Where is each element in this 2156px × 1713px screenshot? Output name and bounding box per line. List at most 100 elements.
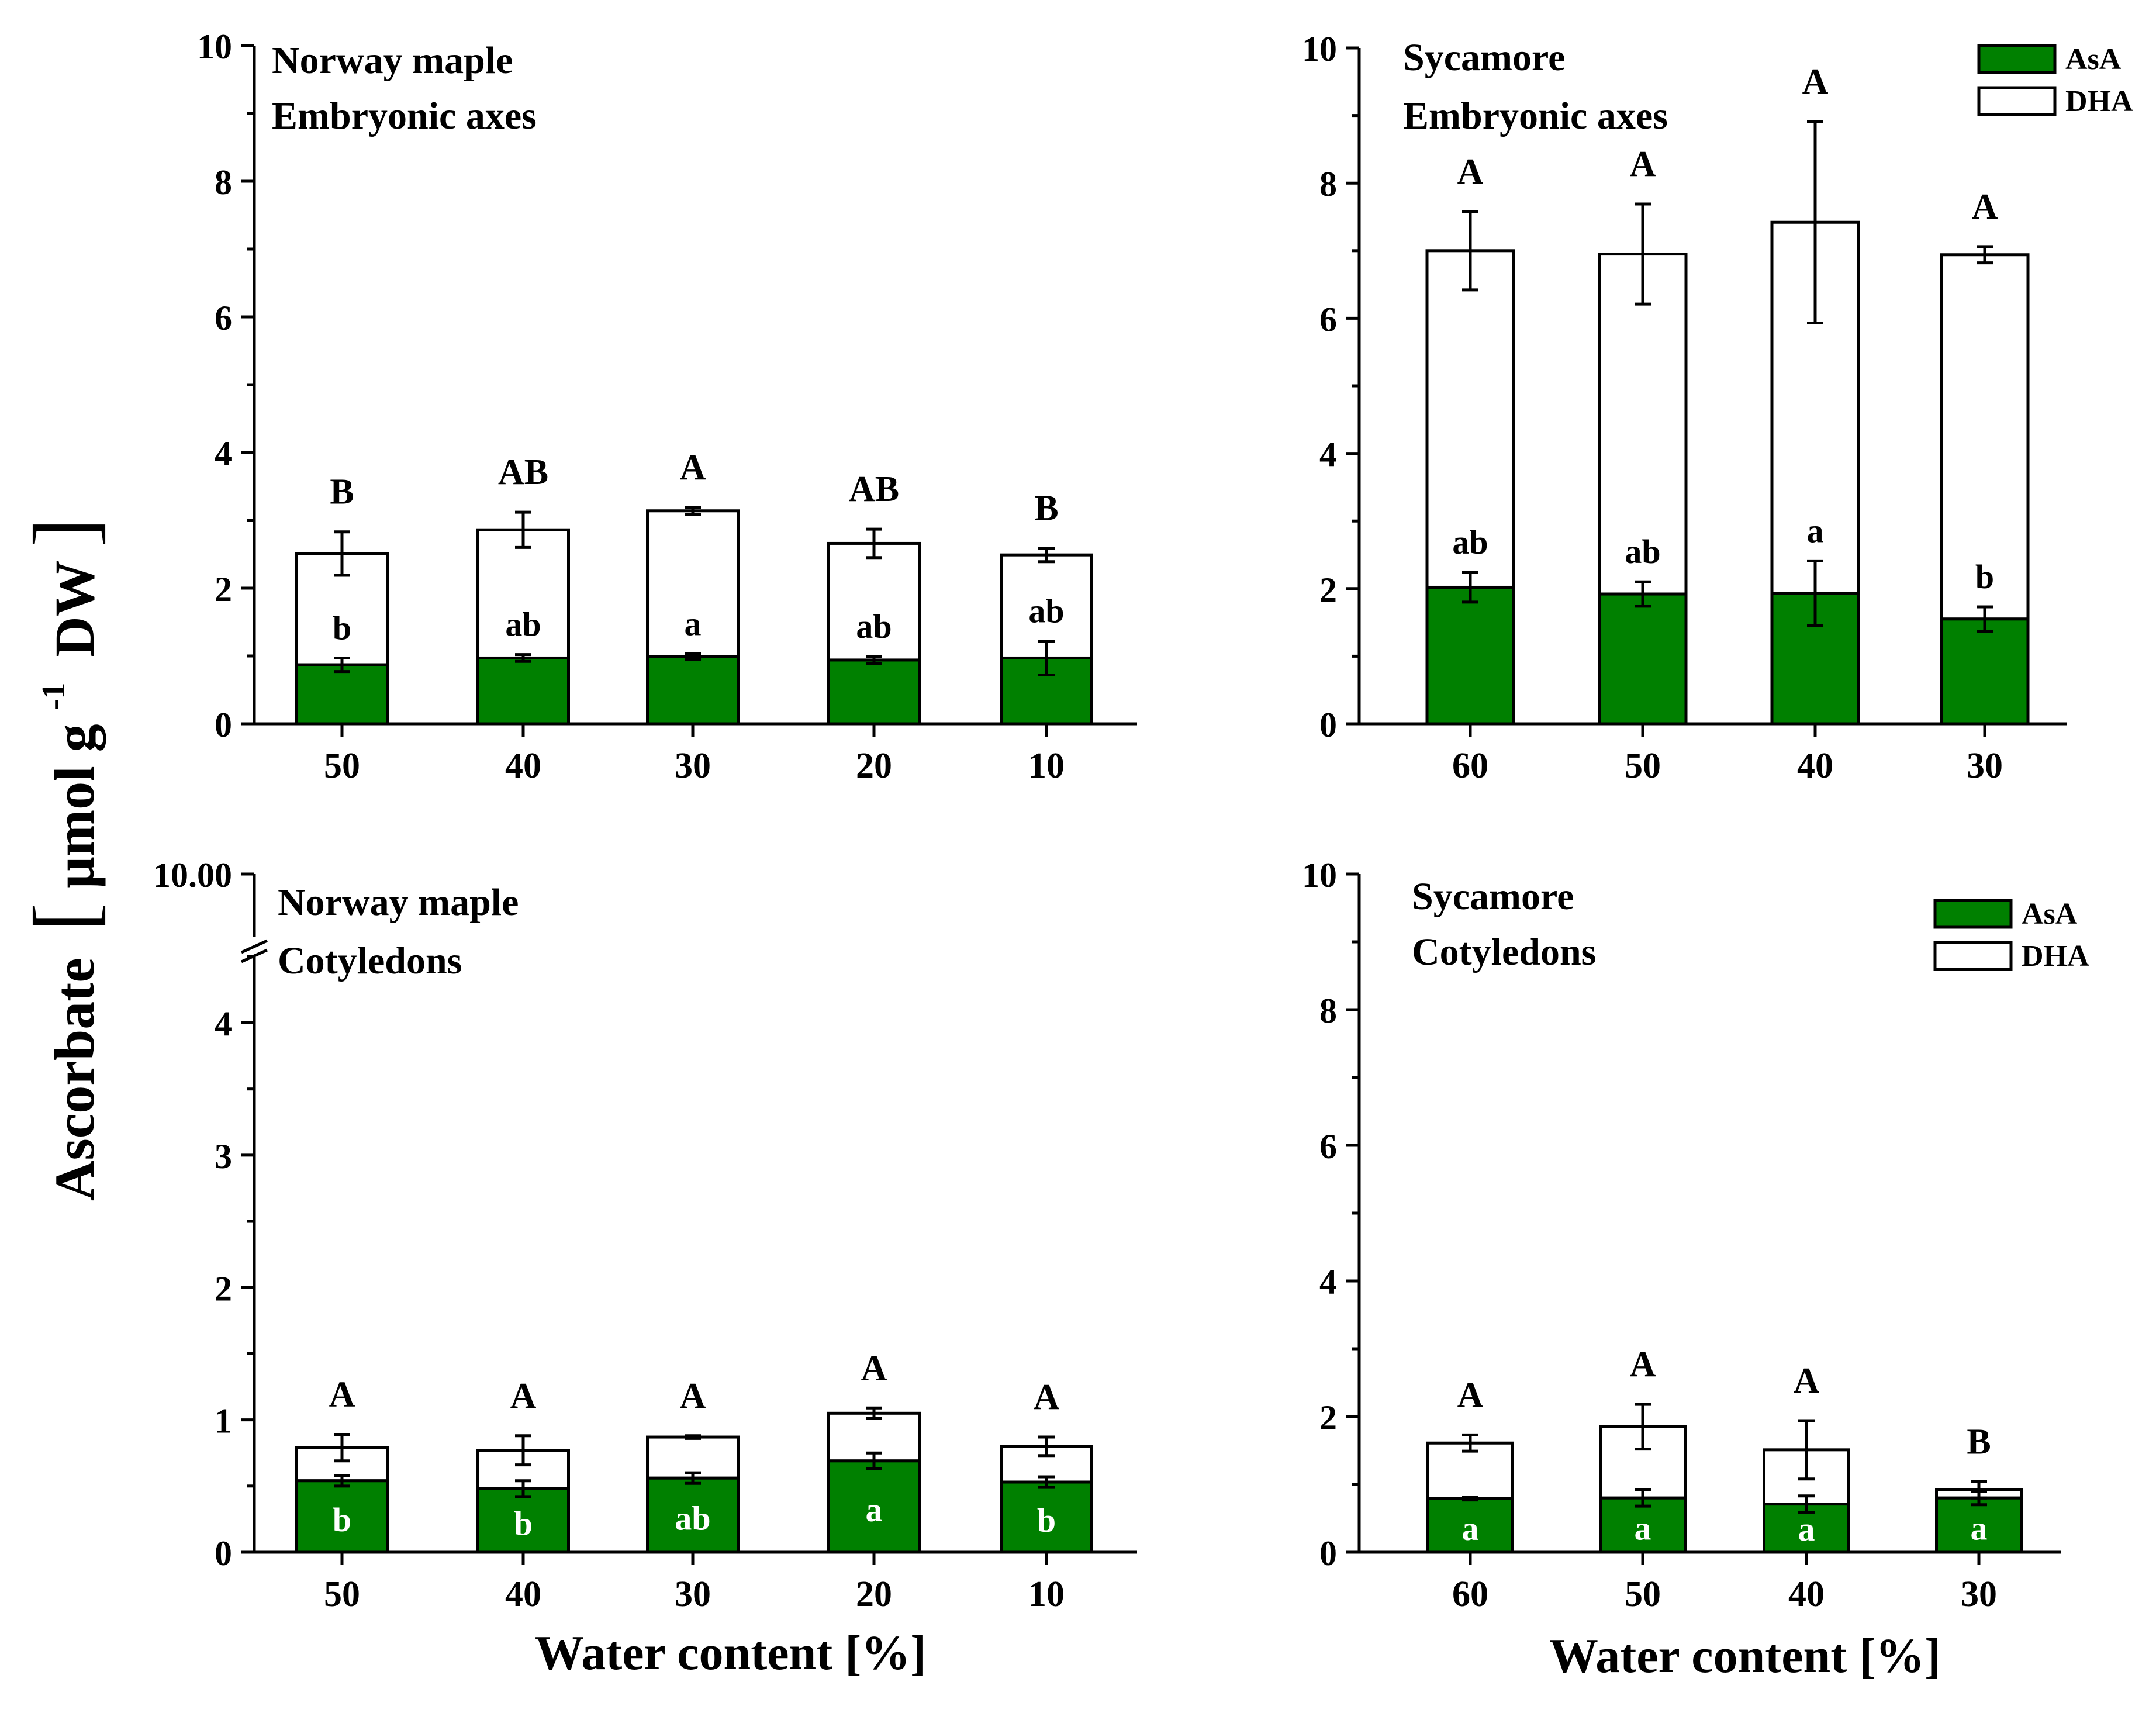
total-significance-letter: A <box>329 1375 355 1415</box>
y-tick-label: 8 <box>215 163 232 202</box>
bar-asa-segment <box>1598 592 1688 726</box>
panel-title-line: Norway maple <box>272 39 513 82</box>
ylabel-close-bracket: ] <box>16 518 113 547</box>
total-significance-letter: B <box>1967 1422 1991 1462</box>
legend: AsA DHA <box>1977 43 2133 118</box>
panel-title-line: Cotyledons <box>1412 931 1596 973</box>
x-tick-label: 40 <box>505 1574 541 1614</box>
ylabel-open-bracket: [ <box>16 903 113 932</box>
bar-dha-segment <box>476 528 570 659</box>
asa-significance-letter: ab <box>675 1500 710 1538</box>
y-tick-label: 0 <box>1319 1534 1337 1573</box>
asa-significance-letter: a <box>685 605 702 643</box>
total-significance-letter: AB <box>849 469 899 509</box>
y-tick-label: 2 <box>215 570 232 609</box>
svg-text:Ascorbate [ µmol g: Ascorbate [ µmol g -1 DW ] <box>14 518 113 1201</box>
y-tick-label: 8 <box>1319 992 1337 1030</box>
y-tick-label: 8 <box>1319 165 1337 203</box>
y-tick-label: 1 <box>215 1402 232 1441</box>
y-tick-label: 0 <box>215 1534 232 1573</box>
bar-asa-segment <box>827 658 921 726</box>
x-tick-label: 30 <box>1961 1574 1997 1614</box>
bar-asa-segment <box>646 655 740 726</box>
x-tick-label: 40 <box>1788 1574 1825 1614</box>
axis-break-mark-1 <box>240 939 268 954</box>
legend-label-asa: AsA <box>2022 897 2078 931</box>
asa-significance-letter: ab <box>1028 592 1064 630</box>
x-tick-label: 40 <box>1797 746 1833 786</box>
legend-label-asa: AsA <box>2065 43 2122 76</box>
y-tick-label: 6 <box>1319 300 1337 339</box>
legend-label-dha: DHA <box>2065 85 2133 118</box>
panel-title-line: Cotyledons <box>278 940 462 982</box>
y-tick-label: 10 <box>1302 856 1337 895</box>
bar-asa-segment <box>476 656 570 726</box>
total-significance-letter: A <box>1457 1375 1484 1415</box>
asa-significance-letter: ab <box>505 606 541 644</box>
x-tick-label: 50 <box>324 746 360 786</box>
asa-significance-letter: a <box>866 1491 883 1529</box>
panel-title-line: Embryonic axes <box>272 95 537 137</box>
y-tick-label: 3 <box>215 1137 232 1176</box>
y-tick-label: 10 <box>197 27 232 66</box>
asa-significance-letter: b <box>333 609 351 647</box>
y-axis-label: Ascorbate [ µmol g -1 DW ] <box>14 518 113 1201</box>
panel-title-line: Sycamore <box>1403 36 1565 79</box>
panel-norway-maple-cotyledons: 0 1 2 3 4 10.00 Norway maple Cotyledons Ab 50 Ab 40… <box>153 856 1137 1614</box>
x-axis-label-right: Water content [%] <box>1549 1629 1941 1683</box>
x-tick-label: 50 <box>324 1574 360 1614</box>
total-significance-letter: A <box>680 448 706 488</box>
total-significance-letter: A <box>680 1376 706 1416</box>
x-tick-label: 20 <box>856 1574 892 1614</box>
bar-asa-segment <box>295 663 389 726</box>
panel-title-line: Sycamore <box>1412 875 1574 918</box>
asa-significance-letter: ab <box>1452 523 1488 561</box>
total-significance-letter: A <box>1794 1361 1820 1401</box>
y-tick-label: 0 <box>1319 706 1337 744</box>
x-tick-label: 60 <box>1452 1574 1488 1614</box>
total-significance-letter: A <box>1802 62 1829 102</box>
bar-dha-segment <box>1425 249 1515 589</box>
total-significance-letter: A <box>1972 187 1998 227</box>
x-axis-label-left: Water content [%] <box>535 1626 927 1680</box>
y-tick-label: 4 <box>215 1005 232 1044</box>
x-tick-label: 50 <box>1625 1574 1661 1614</box>
y-tick-label: 6 <box>215 299 232 337</box>
bar-asa-segment <box>295 1479 389 1554</box>
y-tick-label: 10 <box>1302 30 1337 68</box>
bar-dha-segment <box>646 509 740 658</box>
x-tick-label: 30 <box>1967 746 2003 786</box>
ylabel-main: Ascorbate <box>43 958 106 1201</box>
bar-dha-segment <box>827 541 921 662</box>
asa-significance-letter: ab <box>1625 533 1660 571</box>
y-tick-label: 4 <box>215 434 232 473</box>
x-tick-label: 30 <box>675 1574 711 1614</box>
asa-significance-letter: a <box>1798 1510 1815 1548</box>
asa-significance-letter: ab <box>856 607 892 645</box>
y-tick-label: 10.00 <box>153 856 232 895</box>
asa-significance-letter: a <box>1971 1510 1988 1548</box>
y-tick-label: 4 <box>1319 436 1337 474</box>
bar-asa-segment <box>1940 617 2030 726</box>
total-significance-letter: A <box>1034 1377 1060 1417</box>
legend-label-dha: DHA <box>2022 940 2089 973</box>
total-significance-letter: A <box>861 1348 887 1388</box>
total-significance-letter: B <box>330 472 354 512</box>
x-tick-label: 20 <box>856 746 892 786</box>
y-tick-label: 0 <box>215 706 232 744</box>
x-tick-label: 30 <box>675 746 711 786</box>
bar-asa-segment <box>827 1459 921 1554</box>
x-tick-label: 40 <box>505 746 541 786</box>
panel-sycamore-cotyledons: 0 2 4 6 8 10 Sycamore Cotyledons Aa 60 Aa 50 Aa 40 Ba 3… <box>1302 856 2089 1614</box>
y-tick-label: 6 <box>1319 1127 1337 1166</box>
asa-significance-letter: b <box>1975 558 1994 596</box>
asa-significance-letter: b <box>514 1505 533 1543</box>
legend-swatch-asa <box>1933 899 2013 929</box>
legend-swatch-dha <box>1977 86 2057 116</box>
total-significance-letter: A <box>1630 1345 1656 1384</box>
y-tick-label: 2 <box>1319 1398 1337 1437</box>
panel-title-line: Norway maple <box>278 881 519 924</box>
asa-significance-letter: a <box>1462 1510 1479 1548</box>
total-significance-letter: AB <box>498 453 548 492</box>
